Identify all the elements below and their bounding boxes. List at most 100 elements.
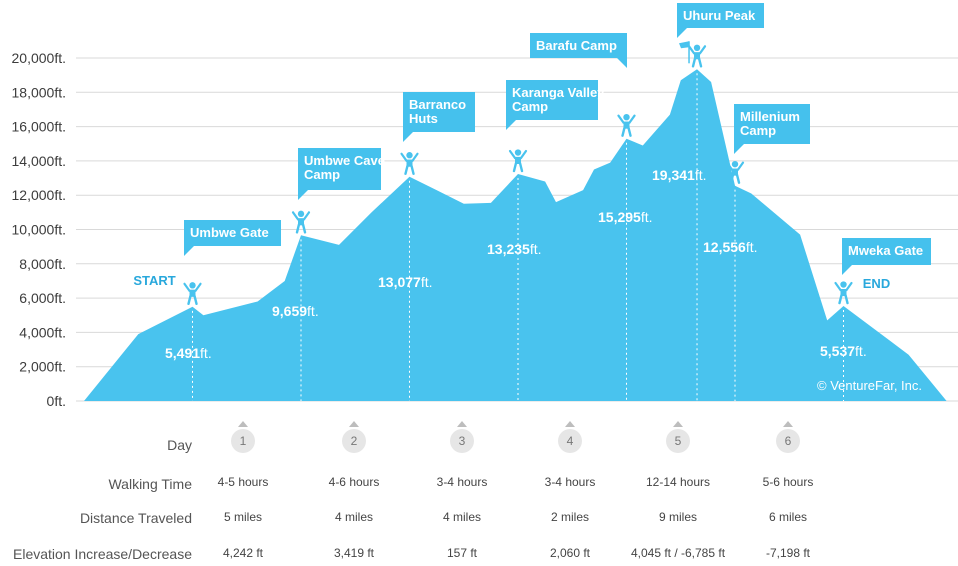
elevation-unit: ft.	[421, 274, 433, 290]
elevation-value-label: 13,235ft.	[487, 241, 542, 257]
copyright-text: © VentureFar, Inc.	[817, 378, 922, 393]
elevation-value-label: 12,556ft.	[703, 239, 758, 255]
day-badge: 4	[558, 429, 582, 453]
callout-label: Mweka Gate	[848, 243, 923, 258]
walking-time-cell: 3-4 hours	[544, 475, 596, 489]
elevation-value-label: 5,537ft.	[820, 343, 867, 359]
y-tick-label: 8,000ft.	[19, 256, 66, 272]
elevation-change-cell: 3,419 ft	[333, 546, 375, 560]
elevation-value: 9,659	[272, 303, 307, 319]
hiker-icon	[508, 149, 528, 173]
y-tick-label: 14,000ft.	[12, 153, 67, 169]
elevation-change-cell: 157 ft	[446, 546, 478, 560]
elevation-value-label: 13,077ft.	[378, 274, 433, 290]
elevation-profile-area	[84, 69, 947, 402]
row-label: Walking Time	[108, 476, 192, 492]
walking-time-cell: 4-6 hours	[328, 475, 380, 489]
walking-time-cell: 12-14 hours	[645, 475, 711, 489]
elevation-unit: ft.	[695, 167, 707, 183]
annotation-millenium-camp: Millenium Camp 12,556ft.	[703, 104, 810, 401]
distance-cell: 5 miles	[223, 510, 262, 524]
y-tick-label: 4,000ft.	[19, 324, 66, 340]
elevation-unit: ft.	[855, 343, 867, 359]
hiker-icon	[617, 113, 636, 137]
walking-time-cell: 3-4 hours	[436, 475, 488, 489]
callout-label: Barranco Huts	[409, 97, 466, 126]
y-tick-label: 16,000ft.	[12, 119, 67, 135]
row-label: Distance Traveled	[79, 510, 192, 526]
distance-cell: 6 miles	[768, 510, 807, 524]
hiker-icon	[291, 210, 311, 234]
hiker-icon	[400, 152, 419, 175]
y-tick-label: 10,000ft.	[12, 222, 67, 238]
callout-box: Millenium Camp	[734, 104, 810, 154]
callout-box: Umbwe Gate	[184, 220, 281, 256]
elevation-value-label: 9,659ft.	[272, 303, 319, 319]
distance-cell: 9 miles	[658, 510, 697, 524]
elevation-unit: ft.	[641, 209, 653, 225]
hiker-icon	[183, 282, 202, 306]
elevation-unit: ft.	[530, 241, 542, 257]
callout-box: Uhuru Peak	[677, 3, 764, 38]
day-arrow-icon	[565, 421, 575, 427]
day-badge: 3	[450, 429, 474, 453]
annotation-umbwe-cave-camp: Umbwe Cave Camp 9,659ft.	[272, 148, 385, 401]
callout-box: Barranco Huts	[403, 92, 475, 142]
elevation-value: 5,537	[820, 343, 855, 359]
callout-box: Mweka Gate	[842, 238, 931, 275]
hiker-icon	[834, 281, 853, 305]
start-marker-label: START	[133, 273, 175, 288]
day-badge: 2	[342, 429, 366, 453]
y-tick-label: 6,000ft.	[19, 290, 66, 306]
elevation-value-label: 15,295ft.	[598, 209, 653, 225]
row-label: Day	[167, 437, 192, 453]
elevation-value: 13,235	[487, 241, 530, 257]
walking-time-cell: 4-5 hours	[217, 475, 269, 489]
hiker-icon	[687, 44, 707, 68]
day-arrow-icon	[457, 421, 467, 427]
callout-label: Millenium Camp	[740, 109, 800, 138]
callout-label: Umbwe Cave Camp	[304, 153, 385, 182]
distance-cell: 4 miles	[442, 510, 481, 524]
elevation-value: 5,491	[165, 345, 200, 361]
elevation-change-cell: 4,242 ft	[222, 546, 264, 560]
elevation-value-label: 5,491ft.	[165, 345, 212, 361]
y-tick-label: 20,000ft.	[12, 50, 67, 66]
y-tick-label: 0ft.	[47, 393, 66, 409]
elevation-value: 13,077	[378, 274, 421, 290]
elevation-unit: ft.	[200, 345, 212, 361]
walking-time-cell: 5-6 hours	[762, 475, 814, 489]
elevation-value: 12,556	[703, 239, 746, 255]
callout-label: Karanga Valley Camp	[512, 85, 605, 114]
y-tick-label: 2,000ft.	[19, 359, 66, 375]
day-badge: 6	[776, 429, 800, 453]
elevation-change-cell: -7,198 ft	[765, 546, 811, 560]
callout-label: Umbwe Gate	[190, 225, 269, 240]
flag-icon	[679, 41, 690, 64]
elevation-unit: ft.	[307, 303, 319, 319]
annotation-barranco-huts: Barranco Huts 13,077ft.	[378, 92, 475, 401]
day-badge: 5	[666, 429, 690, 453]
elevation-unit: ft.	[746, 239, 758, 255]
elevation-value: 15,295	[598, 209, 641, 225]
day-badge: 1	[231, 429, 255, 453]
distance-cell: 2 miles	[550, 510, 589, 524]
y-tick-label: 12,000ft.	[12, 187, 67, 203]
y-axis-ticks: 20,000ft. 18,000ft. 16,000ft. 14,000ft. 12,0…	[12, 50, 67, 409]
elevation-change-cell: 2,060 ft	[549, 546, 591, 560]
distance-cell: 4 miles	[334, 510, 373, 524]
annotation-mweka-gate: Mweka Gate 5,537ft.	[820, 238, 931, 401]
callout-box: Barafu Camp	[530, 33, 627, 68]
elevation-value: 19,341	[652, 167, 695, 183]
callout-label: Uhuru Peak	[683, 8, 756, 23]
day-arrow-icon	[783, 421, 793, 427]
day-arrow-icon	[238, 421, 248, 427]
annotation-umbwe-gate: Umbwe Gate 5,491ft.	[165, 220, 281, 401]
day-arrow-icon	[673, 421, 683, 427]
callout-label: Barafu Camp	[536, 38, 617, 53]
day-arrow-icon	[349, 421, 359, 427]
annotation-karanga-valley-camp: Karanga Valley Camp 13,235ft.	[487, 80, 605, 401]
elevation-value-label: 19,341ft.	[652, 167, 707, 183]
